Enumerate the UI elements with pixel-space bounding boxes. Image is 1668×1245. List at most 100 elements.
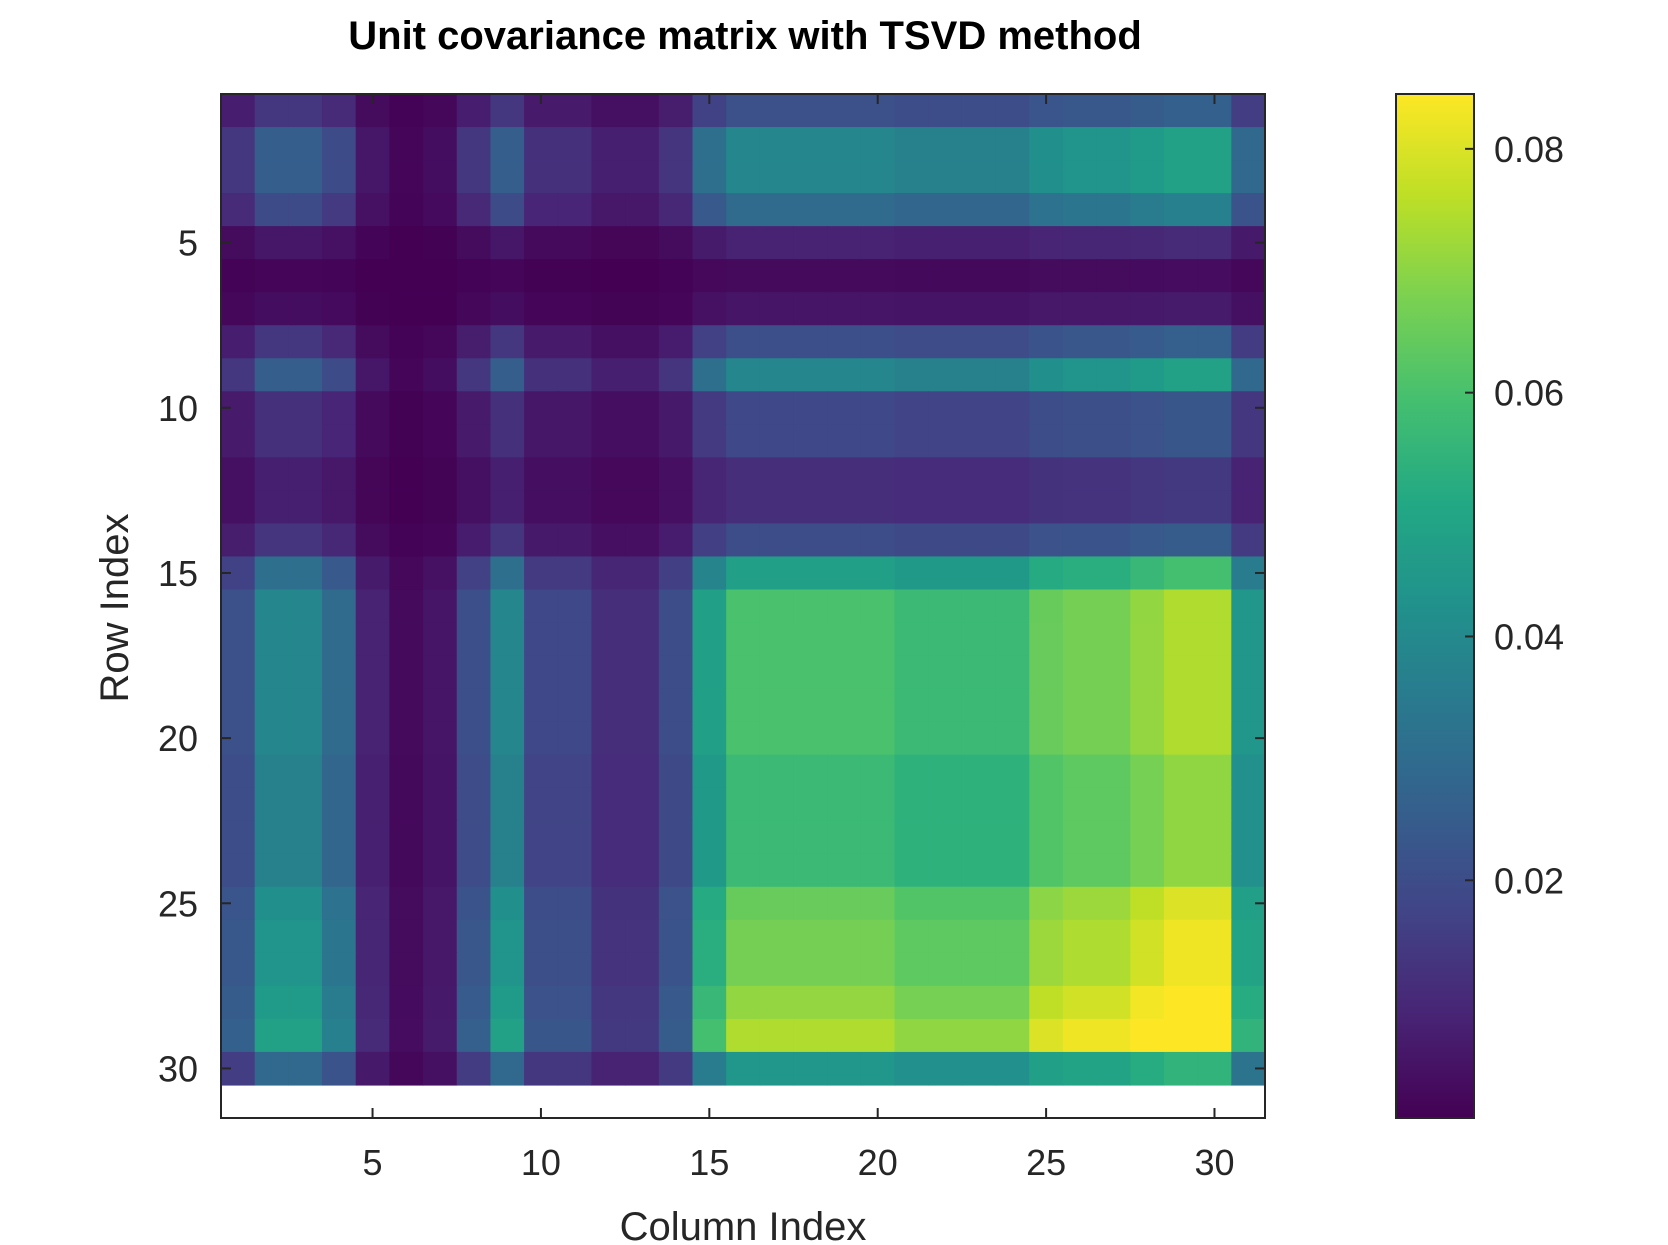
heatmap-cell bbox=[1062, 490, 1098, 525]
heatmap-cell bbox=[1130, 952, 1165, 987]
heatmap-cell bbox=[961, 391, 997, 425]
heatmap-cell bbox=[254, 325, 289, 359]
heatmap-cell bbox=[827, 358, 862, 392]
heatmap-cell bbox=[1163, 589, 1199, 624]
heatmap-cell bbox=[793, 259, 828, 293]
heatmap-cell bbox=[793, 523, 828, 558]
heatmap-cell bbox=[759, 325, 795, 359]
heatmap-cell bbox=[658, 490, 694, 525]
heatmap-cell bbox=[322, 1051, 357, 1086]
heatmap-cell bbox=[1062, 721, 1098, 756]
heatmap-cell bbox=[1130, 193, 1165, 227]
heatmap-cell bbox=[1163, 622, 1199, 657]
heatmap-cell bbox=[625, 490, 660, 525]
heatmap-cell bbox=[759, 985, 795, 1020]
heatmap-cell bbox=[759, 259, 795, 293]
heatmap-cell bbox=[1197, 589, 1232, 624]
heatmap-cell bbox=[625, 424, 660, 458]
heatmap-cell bbox=[221, 424, 256, 458]
heatmap-cell bbox=[961, 886, 997, 921]
heatmap-cell bbox=[423, 127, 458, 161]
heatmap-cell bbox=[961, 1018, 997, 1053]
heatmap-cell bbox=[658, 358, 694, 392]
heatmap-cell bbox=[1096, 193, 1131, 227]
heatmap-cell bbox=[423, 787, 458, 822]
heatmap-cell bbox=[557, 886, 593, 921]
heatmap-cell bbox=[726, 193, 761, 227]
heatmap-cell bbox=[995, 919, 1030, 954]
heatmap-cell bbox=[658, 325, 694, 359]
heatmap-cell bbox=[1130, 292, 1165, 326]
heatmap-cell bbox=[1163, 292, 1199, 326]
heatmap-cell bbox=[1163, 919, 1199, 954]
heatmap-cell bbox=[1130, 1051, 1165, 1086]
heatmap-cell bbox=[1163, 457, 1199, 491]
heatmap-cell bbox=[793, 721, 828, 756]
heatmap-cell bbox=[928, 688, 963, 723]
heatmap-cell bbox=[423, 193, 458, 227]
heatmap-cell bbox=[1029, 358, 1064, 392]
heatmap-cell bbox=[961, 820, 997, 855]
heatmap-cell bbox=[591, 952, 626, 987]
heatmap-cell bbox=[894, 919, 929, 954]
heatmap-cell bbox=[591, 424, 626, 458]
heatmap-cell bbox=[490, 193, 525, 227]
heatmap-cell bbox=[759, 94, 795, 128]
heatmap-cell bbox=[692, 655, 727, 690]
heatmap-cell bbox=[557, 688, 593, 723]
heatmap-cell bbox=[557, 424, 593, 458]
colorbar bbox=[1395, 93, 1475, 1119]
heatmap-cell bbox=[759, 391, 795, 425]
heatmap-cell bbox=[827, 259, 862, 293]
heatmap-cell bbox=[1163, 325, 1199, 359]
heatmap-cell bbox=[1231, 787, 1266, 822]
heatmap-cell bbox=[995, 985, 1030, 1020]
heatmap-cell bbox=[355, 523, 390, 558]
heatmap-cell bbox=[894, 886, 929, 921]
heatmap-cell bbox=[625, 325, 660, 359]
heatmap-cell bbox=[221, 94, 256, 128]
heatmap-cell bbox=[288, 457, 323, 491]
heatmap-cell bbox=[995, 325, 1030, 359]
heatmap-cell bbox=[995, 490, 1030, 525]
heatmap-cell bbox=[894, 985, 929, 1020]
heatmap-cell bbox=[928, 556, 963, 591]
y-tick-label: 30 bbox=[158, 1048, 198, 1089]
heatmap-cell bbox=[423, 556, 458, 591]
heatmap-cell bbox=[625, 787, 660, 822]
heatmap-cell bbox=[389, 589, 424, 624]
heatmap-cell bbox=[625, 754, 660, 789]
heatmap-cell bbox=[860, 358, 896, 392]
heatmap-cell bbox=[961, 622, 997, 657]
heatmap-cell bbox=[860, 853, 896, 888]
heatmap-cell bbox=[860, 919, 896, 954]
heatmap-cell bbox=[423, 589, 458, 624]
heatmap-cell bbox=[1231, 820, 1266, 855]
heatmap-cell bbox=[1029, 589, 1064, 624]
heatmap-cell bbox=[995, 622, 1030, 657]
heatmap-cell bbox=[1197, 1051, 1232, 1086]
heatmap-cell bbox=[423, 424, 458, 458]
heatmap-cell bbox=[625, 820, 660, 855]
heatmap-cell bbox=[221, 853, 256, 888]
heatmap-cell bbox=[591, 490, 626, 525]
heatmap-cell bbox=[726, 325, 761, 359]
heatmap-cell bbox=[1029, 523, 1064, 558]
heatmap-cell bbox=[456, 622, 492, 657]
heatmap-cell bbox=[254, 127, 289, 161]
heatmap-cell bbox=[389, 358, 424, 392]
heatmap-cell bbox=[557, 556, 593, 591]
heatmap-cell bbox=[625, 457, 660, 491]
heatmap-cell bbox=[221, 589, 256, 624]
heatmap-cell bbox=[288, 622, 323, 657]
heatmap-cell bbox=[894, 160, 929, 194]
heatmap-cell bbox=[961, 589, 997, 624]
heatmap-cell bbox=[1062, 523, 1098, 558]
heatmap-cell bbox=[1163, 358, 1199, 392]
heatmap-cell bbox=[827, 1018, 862, 1053]
heatmap-cell bbox=[860, 292, 896, 326]
heatmap-cell bbox=[726, 952, 761, 987]
heatmap-cell bbox=[557, 358, 593, 392]
heatmap-cell bbox=[221, 985, 256, 1020]
colorbar-tick-label: 0.06 bbox=[1494, 373, 1564, 414]
